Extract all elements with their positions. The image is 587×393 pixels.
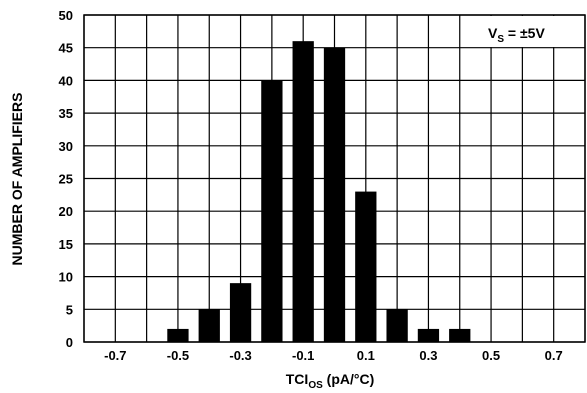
x-tick-label: -0.7 xyxy=(104,348,126,363)
bar xyxy=(261,80,283,343)
y-tick-label: 15 xyxy=(59,237,73,252)
x-tick-labels: -0.7 -0.5 -0.3 -0.1 0.1 0.3 0.5 0.7 xyxy=(104,348,563,363)
y-tick-label: 35 xyxy=(59,106,73,121)
x-tick-label: 0.5 xyxy=(482,348,500,363)
bar xyxy=(355,191,377,342)
y-tick-label: 50 xyxy=(59,8,73,23)
x-tick-label: 0.3 xyxy=(419,348,437,363)
bar xyxy=(292,41,314,342)
y-tick-labels: 0 5 10 15 20 25 30 35 40 45 50 xyxy=(59,8,73,350)
plot-frame xyxy=(83,14,586,343)
legend-value: = ±5V xyxy=(504,25,545,41)
bar xyxy=(449,328,471,342)
y-tick-label: 25 xyxy=(59,172,73,187)
y-tick-label: 45 xyxy=(59,41,73,56)
x-tick-label: -0.1 xyxy=(292,348,314,363)
legend-main: V xyxy=(488,25,498,41)
x-tick-label: -0.5 xyxy=(167,348,189,363)
y-tick-label: 0 xyxy=(66,335,73,350)
legend-subscript: S xyxy=(497,34,504,45)
x-axis-title-units: (pA/°C) xyxy=(323,371,374,387)
y-tick-label: 30 xyxy=(59,139,73,154)
bar xyxy=(417,328,440,342)
bar xyxy=(323,47,346,342)
x-tick-label: -0.3 xyxy=(229,348,251,363)
bar xyxy=(198,309,220,342)
legend-box xyxy=(478,16,584,47)
y-tick-label: 40 xyxy=(59,73,73,88)
bar xyxy=(229,283,252,342)
x-axis-title-main: TCI xyxy=(286,371,309,387)
bar xyxy=(386,309,408,342)
x-tick-label: 0.1 xyxy=(357,348,375,363)
x-axis-title-subscript: OS xyxy=(308,380,323,391)
x-axis-title: TCIOS (pA/°C) xyxy=(286,371,375,391)
legend-label: VS = ±5V xyxy=(488,25,545,45)
y-tick-label: 5 xyxy=(66,302,73,317)
bar xyxy=(167,328,189,342)
y-axis-title: NUMBER OF AMPLIFIERS xyxy=(9,93,25,266)
x-tick-label: 0.7 xyxy=(545,348,563,363)
bars xyxy=(167,41,471,343)
y-tick-label: 10 xyxy=(59,270,73,285)
y-tick-label: 20 xyxy=(59,204,73,219)
